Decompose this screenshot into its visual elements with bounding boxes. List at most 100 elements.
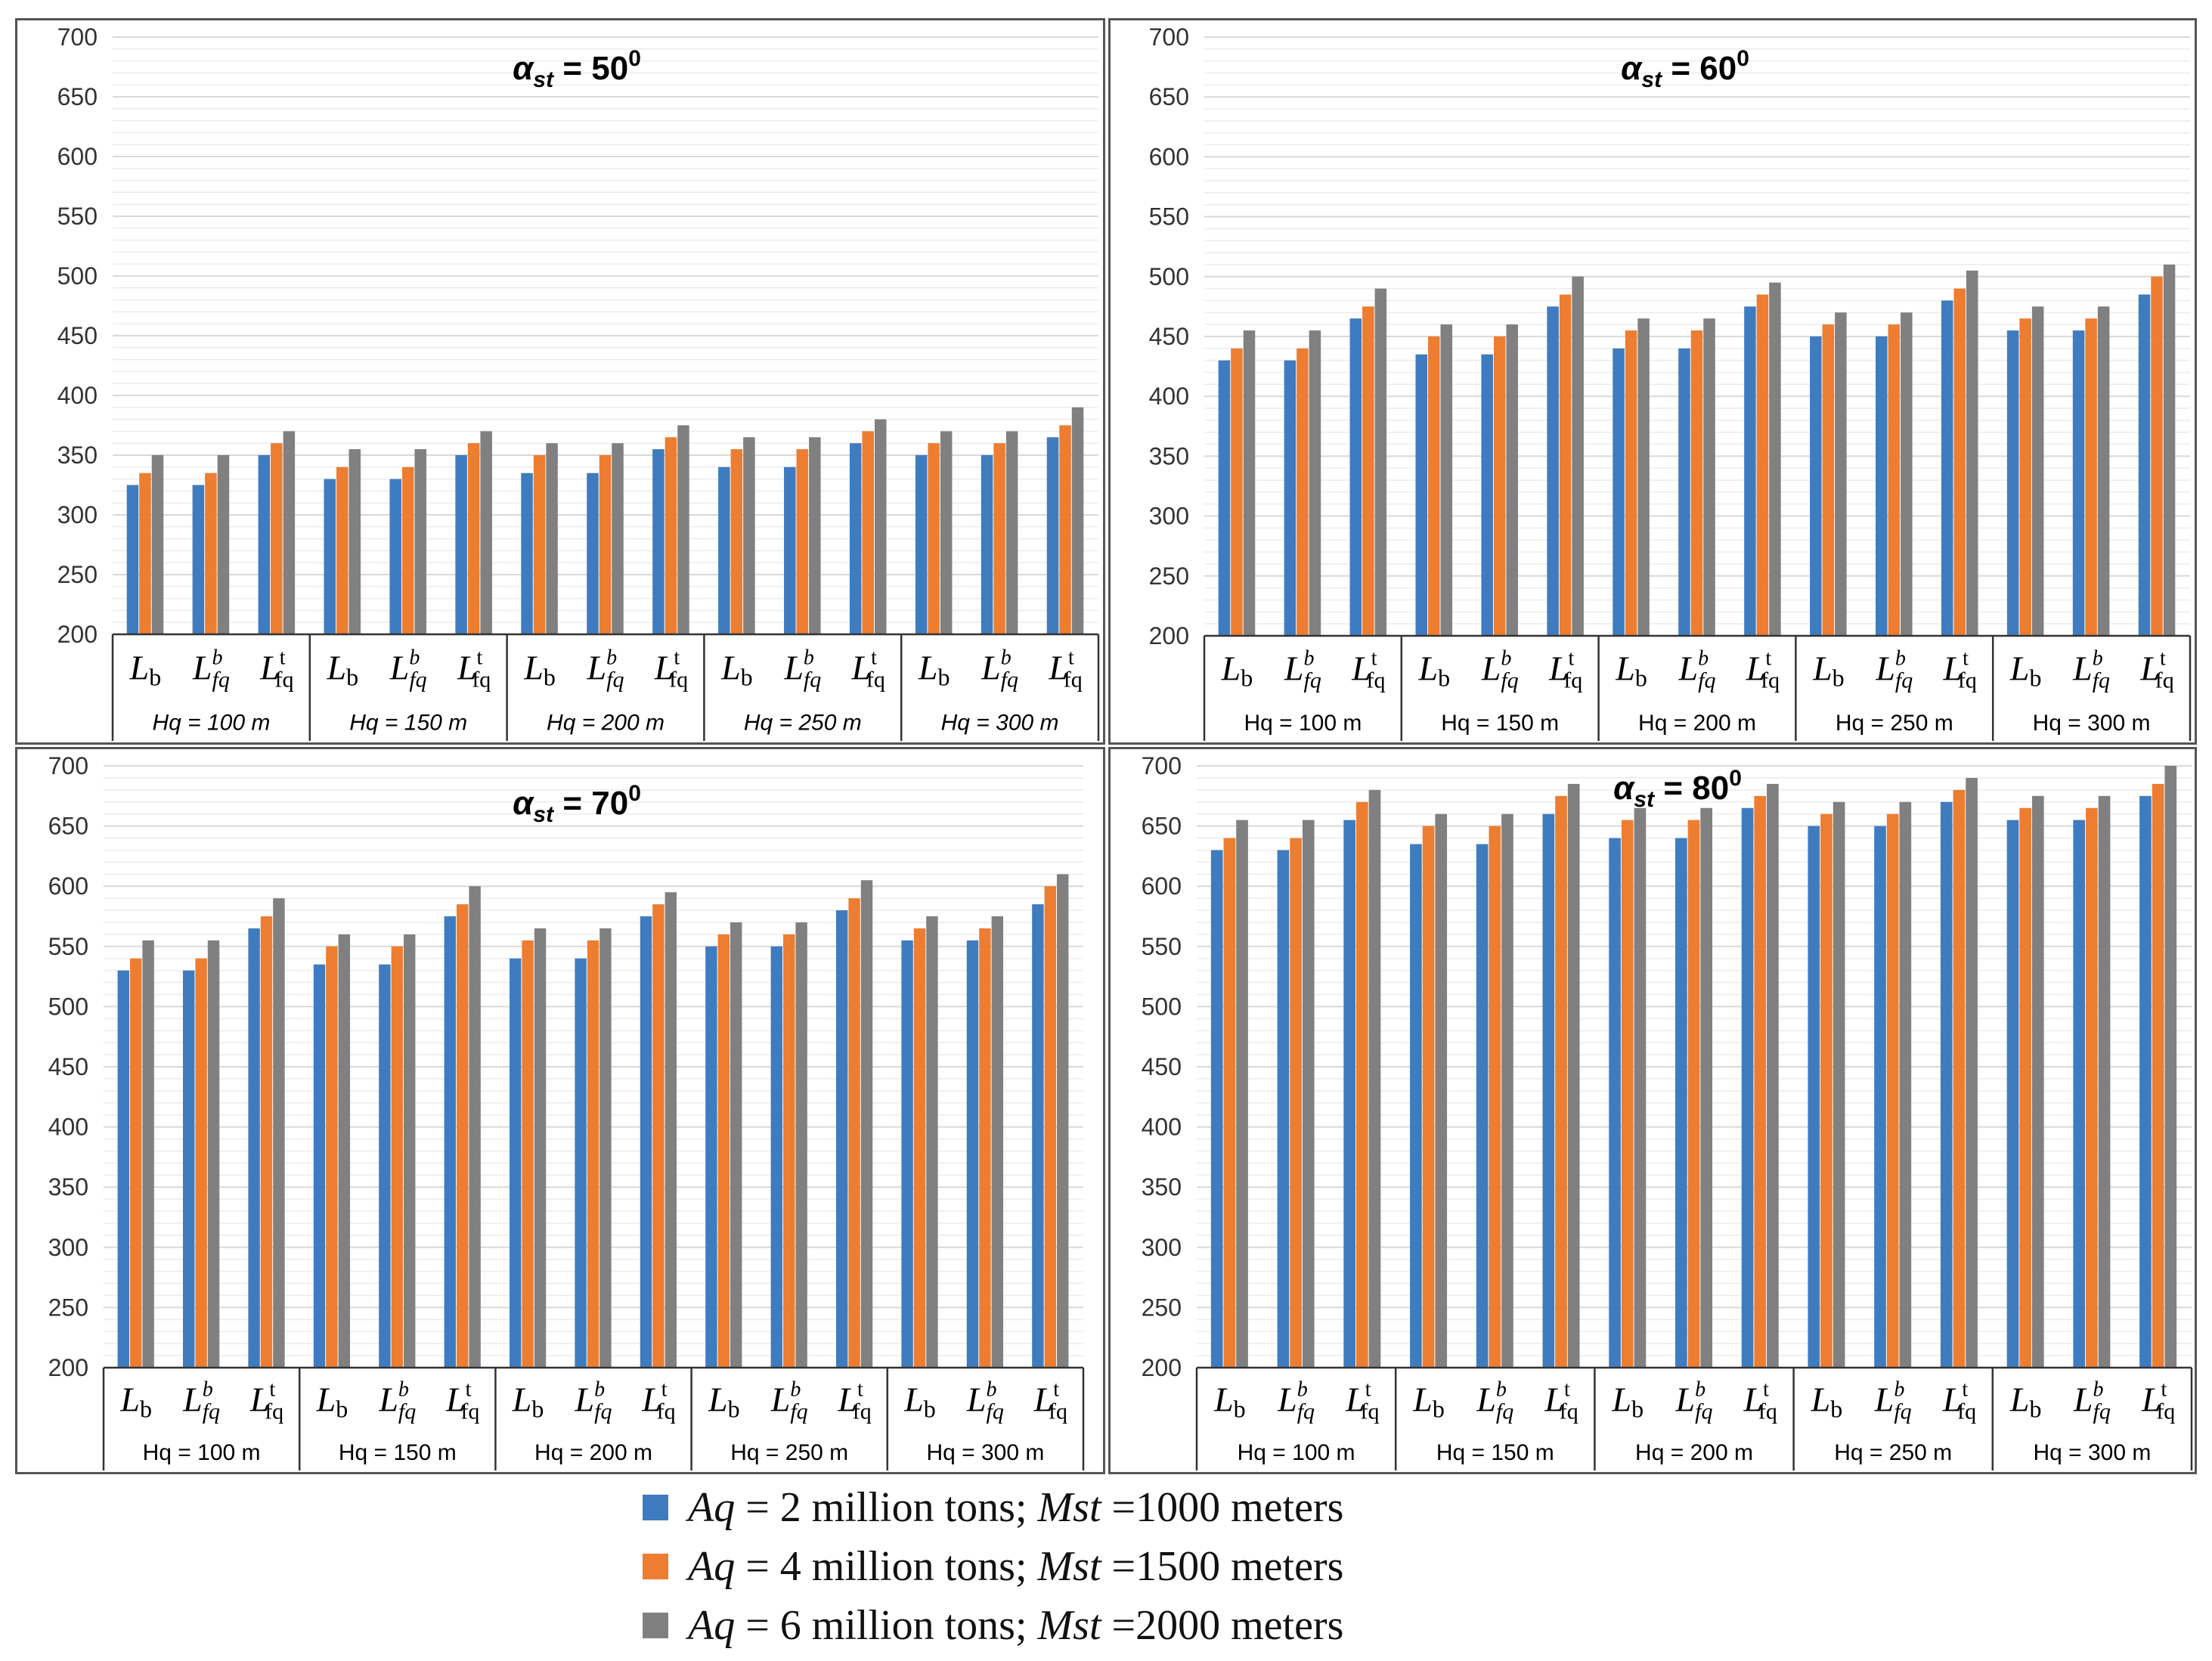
category-label: Lt fq: [2141, 1377, 2175, 1424]
bar: [1415, 354, 1428, 636]
legend-swatch-series-2: [643, 1554, 668, 1579]
bar: [1876, 336, 1888, 636]
bar: [271, 443, 283, 634]
bar: [796, 449, 809, 634]
category-label: Lb: [1611, 1380, 1644, 1422]
y-tick-label: 200: [57, 621, 98, 648]
bar: [1674, 838, 1687, 1368]
legend-label-series-2: Aq = 4 million tons; Mst =1500 meters: [688, 1543, 1344, 1590]
y-tick-label: 650: [1149, 83, 1189, 110]
category-label: Lt fq: [654, 646, 688, 692]
bar: [1555, 795, 1567, 1368]
bar: [1835, 312, 1847, 636]
bar: [326, 946, 338, 1368]
category-label: Lt fq: [2139, 647, 2173, 693]
bar: [2151, 276, 2163, 636]
category-label: Lb fq: [192, 646, 230, 692]
bar: [599, 928, 612, 1368]
chart-title: αst = 600: [1621, 46, 1749, 92]
category-label: Lt fq: [1048, 646, 1082, 692]
bar: [1634, 807, 1647, 1368]
bar: [1808, 826, 1820, 1368]
bar: [1243, 330, 1256, 636]
category-label: Lb: [1412, 1380, 1445, 1422]
bar: [1231, 348, 1243, 636]
bar: [467, 443, 480, 634]
category-label: Lb fq: [1481, 647, 1519, 693]
bar: [2019, 318, 2031, 636]
y-tick-label: 200: [1142, 1354, 1182, 1381]
bar: [677, 425, 689, 634]
bar: [195, 958, 207, 1368]
bar: [1769, 282, 1781, 636]
bar: [1901, 312, 1913, 636]
bar: [1435, 813, 1448, 1368]
category-label: Lb fq: [981, 646, 1018, 692]
group-label: Hq = 150 m: [1441, 711, 1559, 736]
bar: [2085, 318, 2097, 636]
bar: [665, 892, 677, 1368]
bar: [139, 473, 151, 634]
category-label: Lb: [918, 648, 950, 690]
y-tick-label: 600: [1142, 872, 1182, 900]
y-tick-label: 200: [1149, 622, 1189, 649]
category-label: Lb: [119, 1380, 152, 1422]
bar: [404, 934, 416, 1368]
category-label: Lt fq: [457, 646, 491, 692]
bar: [901, 940, 913, 1368]
category-label: Lb: [316, 1380, 349, 1422]
bar: [129, 958, 142, 1368]
bar: [217, 455, 230, 634]
chart-svg: 200 250 300 350 400 450 500 550 600 650 700 Lb Lb fq L…: [1142, 752, 2193, 1470]
bar: [915, 455, 928, 634]
bar: [1810, 336, 1822, 636]
chart-panel-alpha-60: 200 250 300 350 400 450 500 550 600 650 700 Lb Lb fq L…: [1108, 18, 2197, 745]
bar: [414, 449, 426, 634]
bar: [273, 898, 285, 1368]
bar: [1820, 813, 1832, 1368]
bar: [2097, 306, 2110, 636]
bar: [1822, 324, 1835, 636]
bar: [1218, 360, 1231, 636]
bar: [1223, 838, 1236, 1368]
category-label: Lb fq: [389, 646, 427, 692]
category-label: Lt fq: [1033, 1377, 1067, 1424]
bar: [1005, 431, 1018, 634]
bar: [546, 443, 558, 634]
legend-swatch-series-3: [643, 1613, 668, 1638]
bar: [1625, 330, 1637, 636]
category-label: Lb fq: [1675, 1377, 1713, 1424]
y-tick-label: 350: [1149, 442, 1189, 469]
category-label: Lt fq: [1544, 1377, 1578, 1424]
y-tick-label: 550: [48, 933, 88, 960]
category-label: Lb fq: [783, 646, 821, 692]
group-label: Hq = 200 m: [534, 1440, 652, 1465]
bar: [1953, 288, 1966, 636]
category-label: Lb: [708, 1380, 740, 1422]
bar: [1953, 789, 1966, 1368]
y-tick-label: 500: [1142, 993, 1182, 1020]
bar: [151, 455, 164, 634]
bar: [849, 443, 862, 634]
bar: [784, 466, 796, 634]
bar: [336, 466, 349, 634]
bar: [205, 473, 217, 634]
category-label: Lt fq: [641, 1377, 675, 1424]
bar: [966, 940, 979, 1368]
group-label: Hq = 100 m: [152, 711, 270, 736]
category-label: Lb: [512, 1380, 544, 1422]
bar: [1362, 306, 1374, 636]
bar: [770, 946, 782, 1368]
bar: [1941, 300, 1953, 636]
bar: [1481, 354, 1493, 636]
bar: [1290, 838, 1302, 1368]
bar: [1678, 348, 1690, 636]
chart-panel-alpha-80: 200 250 300 350 400 450 500 550 600 650 700 Lb Lb fq L…: [1108, 747, 2197, 1474]
category-label: Lt fq: [1743, 1377, 1777, 1424]
y-tick-label: 500: [57, 262, 98, 290]
category-label: Lb: [1811, 1380, 1843, 1422]
group-label: Hq = 100 m: [1238, 1440, 1355, 1465]
y-tick-label: 300: [57, 501, 98, 528]
group-label: Hq = 150 m: [349, 711, 467, 736]
bar: [258, 455, 271, 634]
